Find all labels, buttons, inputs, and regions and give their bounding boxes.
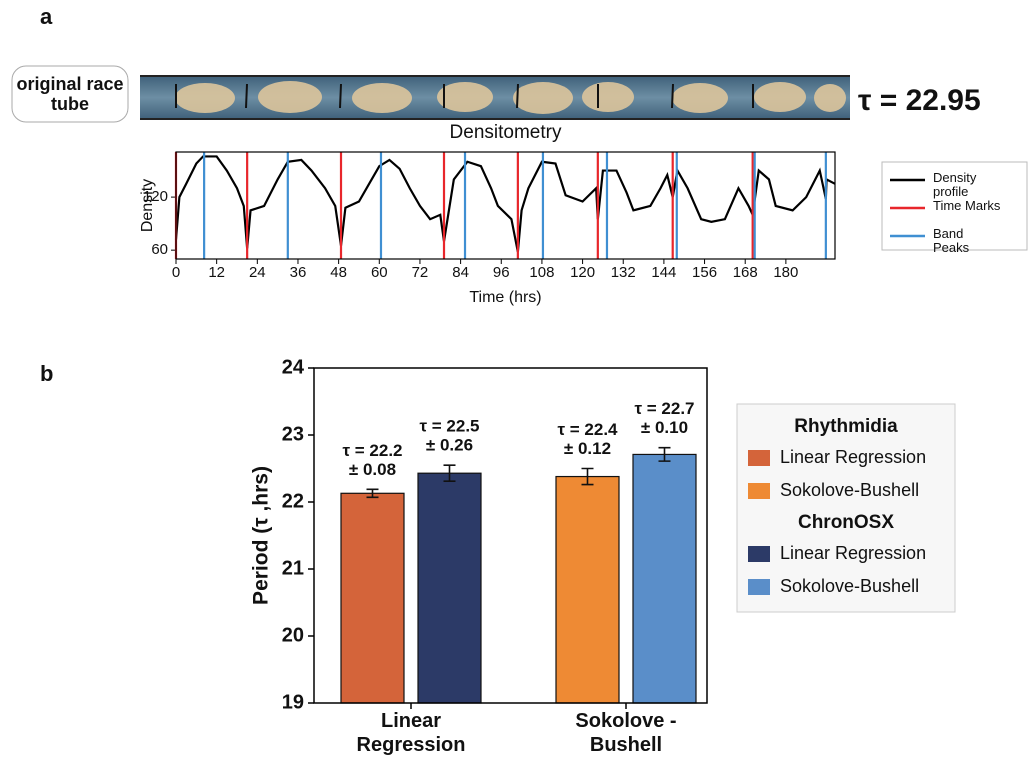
x-tick-label: 168 <box>733 264 758 281</box>
period-label: τ = 22.95 <box>858 84 981 117</box>
legend-label: Density profile <box>933 170 977 199</box>
density-line <box>174 155 836 253</box>
legend-swatch <box>748 450 770 466</box>
legend-label: Sokolove-Bushell <box>780 576 920 596</box>
legend-title: Rhythmidia <box>794 416 898 437</box>
y-axis-label: Period (τ ,hrs) <box>250 466 273 605</box>
legend-label: Linear Regression <box>780 543 927 563</box>
bar-annotation: τ = 22.2 <box>342 441 402 460</box>
x-tick-label: 12 <box>208 264 225 281</box>
x-tick-label: 132 <box>611 264 636 281</box>
x-tick-label: 120 <box>570 264 595 281</box>
legend-label: Time Marks <box>933 198 1001 213</box>
plot-frame <box>313 367 708 704</box>
bar <box>555 475 620 704</box>
legend-label: Sokolove-Bushell <box>780 480 920 500</box>
legend-swatch <box>748 579 770 595</box>
y-tick-label: 22 <box>282 490 304 512</box>
x-tick-label: 48 <box>330 264 347 281</box>
legend-label: Band Peaks <box>933 226 970 255</box>
x-tick-label: 180 <box>773 264 798 281</box>
x-tick-label: 24 <box>249 264 266 281</box>
legend-swatch <box>748 483 770 499</box>
y-axis-label: Density <box>139 179 156 232</box>
bar-annotation: ± 0.10 <box>641 418 688 437</box>
bar <box>417 472 482 704</box>
bar-annotation: ± 0.08 <box>349 460 396 479</box>
y-tick-label: 120 <box>143 188 168 205</box>
x-tick-label: 36 <box>290 264 307 281</box>
panel-label: b <box>40 361 53 386</box>
bar-annotation: ± 0.12 <box>564 439 611 458</box>
race-tube-label: original race tube <box>16 74 124 114</box>
error-bar <box>658 446 671 462</box>
x-tick-label: 60 <box>371 264 388 281</box>
y-tick-label: 23 <box>282 423 304 445</box>
error-bar <box>581 467 594 486</box>
x-tick-label: 144 <box>651 264 676 281</box>
x-tick-label: 0 <box>172 264 180 281</box>
bar-annotation: ± 0.26 <box>426 436 473 455</box>
x-tick-label: 84 <box>452 264 469 281</box>
y-tick-label: 60 <box>151 241 168 258</box>
y-tick-label: 21 <box>282 557 304 579</box>
y-tick-label: 19 <box>282 691 304 713</box>
x-tick-label: 72 <box>412 264 429 281</box>
chart-title: Densitometry <box>450 122 562 143</box>
bar-annotation: τ = 22.4 <box>557 420 618 439</box>
x-axis-label: Time (hrs) <box>469 289 541 306</box>
x-tick-label: 96 <box>493 264 510 281</box>
plot-frame <box>175 151 836 260</box>
x-tick-label: 108 <box>529 264 554 281</box>
error-bar <box>443 464 456 483</box>
legend-swatch <box>748 546 770 562</box>
legend-title: ChronOSX <box>797 512 895 533</box>
legend-box <box>736 403 956 613</box>
bar <box>340 492 405 704</box>
bar <box>632 453 697 704</box>
error-bar <box>366 488 379 499</box>
x-tick-label: Linear Regression <box>356 710 466 756</box>
race-tube-image <box>140 75 850 120</box>
label-box <box>11 65 129 123</box>
y-tick-label: 24 <box>282 356 305 378</box>
bar-annotation: τ = 22.5 <box>419 417 479 436</box>
x-tick-label: 156 <box>692 264 717 281</box>
y-tick-label: 20 <box>282 624 304 646</box>
x-tick-label: Sokolove -Bushell <box>575 710 677 756</box>
panel-label: a <box>40 4 53 29</box>
legend-label: Linear Regression <box>780 447 927 467</box>
bar-annotation: τ = 22.7 <box>634 399 694 418</box>
